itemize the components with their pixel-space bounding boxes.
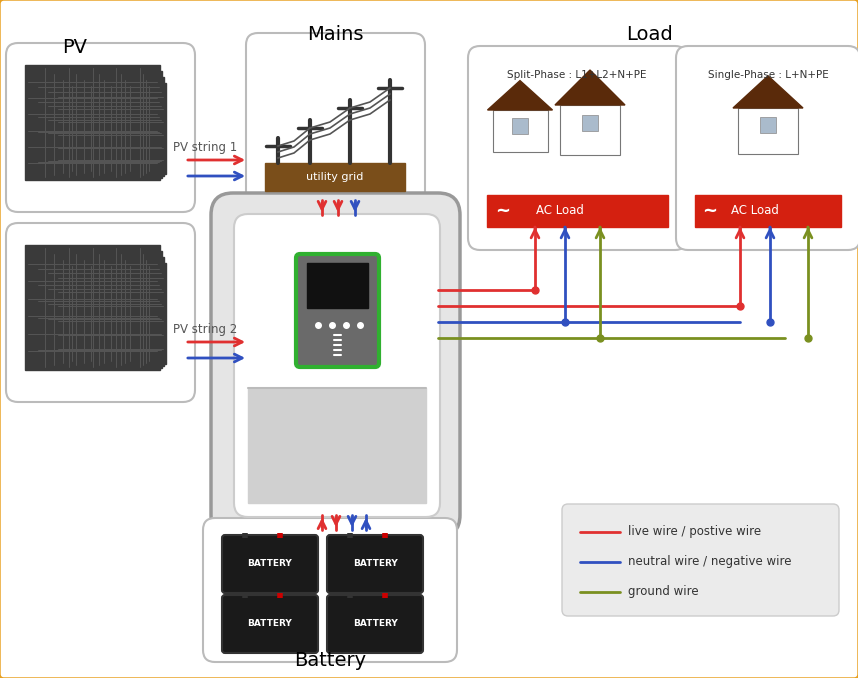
- Text: BATTERY: BATTERY: [353, 620, 397, 629]
- Bar: [560, 105, 620, 155]
- FancyBboxPatch shape: [246, 33, 425, 212]
- Polygon shape: [555, 70, 625, 105]
- Text: Split-Phase : L1+L2+N+PE: Split-Phase : L1+L2+N+PE: [507, 70, 647, 80]
- Text: ~: ~: [703, 202, 717, 220]
- Bar: [695, 195, 841, 227]
- FancyBboxPatch shape: [6, 43, 195, 212]
- Text: PV string 1: PV string 1: [172, 142, 237, 155]
- Bar: [25, 65, 160, 180]
- Text: BATTERY: BATTERY: [353, 559, 397, 568]
- FancyBboxPatch shape: [222, 595, 318, 653]
- FancyBboxPatch shape: [327, 595, 423, 653]
- Text: live wire / postive wire: live wire / postive wire: [628, 525, 761, 538]
- Text: Mains: Mains: [307, 25, 363, 44]
- Text: PV: PV: [63, 38, 88, 57]
- FancyBboxPatch shape: [296, 254, 379, 367]
- FancyBboxPatch shape: [6, 223, 195, 402]
- Bar: [265, 163, 405, 191]
- Text: Load: Load: [626, 25, 674, 44]
- Bar: [25, 245, 160, 370]
- Bar: [307, 263, 368, 308]
- FancyBboxPatch shape: [468, 46, 687, 250]
- Text: AC Load: AC Load: [536, 205, 584, 218]
- Bar: [492, 110, 547, 152]
- Text: Single-Phase : L+N+PE: Single-Phase : L+N+PE: [708, 70, 828, 80]
- Text: ground wire: ground wire: [628, 586, 698, 599]
- Bar: [45, 77, 164, 176]
- Bar: [760, 117, 776, 133]
- FancyBboxPatch shape: [222, 535, 318, 593]
- Text: utility grid: utility grid: [306, 172, 364, 182]
- Bar: [738, 108, 798, 154]
- Text: neutral wire / negative wire: neutral wire / negative wire: [628, 555, 791, 568]
- FancyBboxPatch shape: [676, 46, 858, 250]
- Bar: [45, 257, 164, 366]
- Bar: [512, 119, 528, 134]
- Bar: [55, 263, 166, 364]
- FancyBboxPatch shape: [327, 535, 423, 593]
- FancyBboxPatch shape: [562, 504, 839, 616]
- Bar: [582, 115, 598, 131]
- Polygon shape: [733, 76, 803, 108]
- Bar: [35, 71, 162, 178]
- Text: ~: ~: [496, 202, 511, 220]
- Text: BATTERY: BATTERY: [248, 620, 293, 629]
- Bar: [487, 195, 668, 227]
- Bar: [55, 83, 166, 174]
- Text: PV string 2: PV string 2: [172, 323, 237, 336]
- Bar: [35, 251, 162, 368]
- FancyBboxPatch shape: [211, 193, 460, 537]
- FancyBboxPatch shape: [234, 214, 440, 517]
- Text: Battery: Battery: [294, 650, 366, 669]
- Text: BATTERY: BATTERY: [248, 559, 293, 568]
- FancyBboxPatch shape: [203, 518, 457, 662]
- Bar: [248, 388, 426, 503]
- Text: AC Load: AC Load: [731, 205, 779, 218]
- Polygon shape: [487, 81, 553, 110]
